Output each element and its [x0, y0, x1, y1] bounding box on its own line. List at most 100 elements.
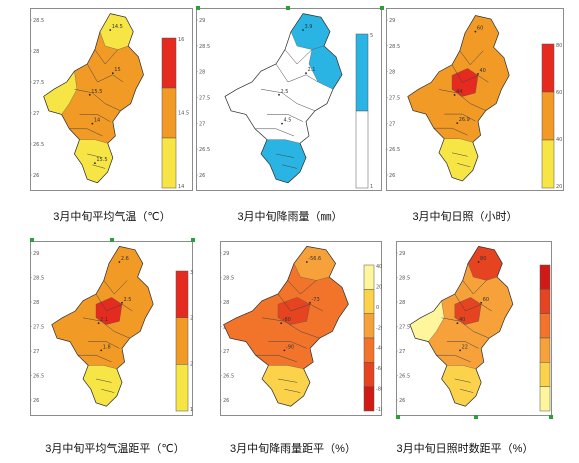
legend-tick-label: 5: [370, 33, 373, 39]
latitude-tick-label: 28: [223, 300, 229, 306]
station-value-label: 40: [480, 68, 486, 74]
selection-handle[interactable]: [196, 6, 200, 10]
selection-handle[interactable]: [191, 238, 195, 242]
legend-tick-label: 2: [190, 361, 193, 367]
station-value-label: 2.1: [308, 67, 316, 73]
latitude-tick-label: 28: [33, 49, 39, 55]
county-boundary: [439, 89, 486, 110]
county-boundary: [83, 318, 130, 338]
station-value-label: 44: [456, 89, 462, 95]
station-value-label: -80: [283, 317, 291, 323]
legend-tick-label: 16: [178, 37, 184, 43]
legend-color-swatch: [161, 87, 177, 139]
latitude-tick-label: 26.5: [199, 147, 210, 153]
latitude-tick-label: 27.5: [33, 325, 44, 331]
legend-tick-label: -80: [376, 387, 382, 393]
legend-color-swatch: [539, 313, 551, 339]
latitude-tick-label: 28: [33, 300, 39, 306]
province-map: [225, 14, 342, 183]
station-value-label: -90: [286, 344, 294, 350]
county-boundary: [276, 154, 294, 158]
selection-handle[interactable]: [30, 238, 34, 242]
latitude-tick-label: 28.5: [223, 276, 234, 282]
county-boundary: [282, 165, 297, 169]
province-map: [224, 246, 349, 406]
latitude-tick-label: 26: [33, 398, 39, 404]
legend-color-swatch: [175, 364, 189, 412]
latitude-tick-label: 29: [389, 18, 395, 24]
map-region: [439, 139, 478, 181]
latitude-tick-label: 28: [399, 300, 405, 306]
station-value-label: 3.9: [305, 24, 313, 30]
county-boundary: [96, 294, 132, 311]
province-map: [410, 246, 513, 406]
latitude-tick-label: 27: [223, 349, 229, 355]
county-boundary: [452, 65, 488, 83]
map-canvas: 29 28.5 28 27.5 27 26.5 26 3.9 2.1 2.5 4.5 5 1: [196, 8, 373, 190]
map-region: [83, 365, 122, 406]
legend-tick-label: -100: [376, 407, 382, 413]
legend-color-swatch: [541, 91, 555, 141]
county-boundary: [276, 64, 318, 82]
legend-tick-label: 14.5: [178, 111, 189, 117]
station-value-label: 26.9: [459, 117, 470, 123]
legend-color-swatch: [539, 289, 551, 314]
legend-tick-label: 60: [556, 90, 562, 96]
county-boundary: [452, 153, 468, 157]
latitude-tick-label: 26.5: [389, 147, 400, 153]
county-boundary: [285, 50, 312, 64]
selection-handle[interactable]: [380, 6, 384, 10]
latitude-tick-label: 27.5: [399, 325, 410, 331]
legend-color-swatch: [541, 139, 555, 189]
latitude-tick-label: 28.5: [33, 18, 44, 24]
legend-tick-label: -20: [376, 325, 382, 331]
latitude-tick-label: 26: [199, 173, 205, 179]
caption-sunshine: 3月中旬日照（小时）: [412, 211, 518, 223]
county-boundary: [96, 379, 112, 382]
caption-rainfall: 3月中旬降雨量（㎜）: [237, 211, 343, 223]
selection-handle[interactable]: [396, 415, 400, 419]
latitude-tick-label: 27: [399, 349, 405, 355]
legend-color-swatch: [541, 43, 555, 93]
latitude-tick-label: 28.5: [389, 44, 400, 50]
province-map: [52, 246, 153, 406]
legend-color-swatch: [539, 264, 551, 290]
selection-handle[interactable]: [474, 415, 478, 419]
station-value-label: 40: [459, 317, 465, 323]
selection-handle[interactable]: [549, 415, 553, 419]
station-value-label: 60: [477, 26, 483, 32]
latitude-tick-label: 26: [389, 173, 395, 179]
county-boundary: [434, 128, 468, 135]
latitude-tick-label: 27: [33, 111, 39, 117]
legend-color-swatch: [175, 270, 189, 318]
legend-tick-label: 1.5: [190, 407, 193, 413]
legend-color-swatch: [363, 313, 375, 339]
latitude-tick-label: 28: [389, 70, 395, 76]
latitude-tick-label: 28: [199, 70, 205, 76]
county-boundary: [268, 342, 306, 349]
county-boundary: [436, 355, 470, 362]
station-value-label: 14.5: [112, 24, 123, 30]
map-canvas: 29 28.5 28 27.5 27 26.5 26 60 40 44 26.9 80 60 40 20: [386, 8, 562, 190]
selection-handle[interactable]: [286, 6, 290, 10]
county-boundary: [87, 64, 123, 82]
legend-tick-label: 40: [556, 137, 562, 143]
legend-color-swatch: [355, 33, 369, 112]
county-boundary: [256, 355, 298, 362]
legend-tick-label: 0: [376, 305, 379, 311]
selection-handle[interactable]: [110, 238, 114, 242]
legend-tick-label: 3: [190, 270, 193, 276]
province-map: [44, 14, 144, 183]
county-boundary: [261, 89, 315, 111]
legend-tick-label: 14: [178, 184, 184, 190]
station-value-label: 60: [483, 297, 489, 303]
legend-color-swatch: [161, 137, 177, 189]
station-value-label: 2.5: [281, 89, 289, 95]
map-region: [291, 14, 330, 50]
county-boundary: [444, 114, 475, 121]
map-region: [468, 246, 502, 280]
latitude-tick-label: 26: [223, 398, 229, 404]
latitude-tick-label: 27.5: [199, 96, 210, 102]
latitude-tick-label: 27.5: [389, 96, 400, 102]
county-boundary: [74, 89, 120, 111]
